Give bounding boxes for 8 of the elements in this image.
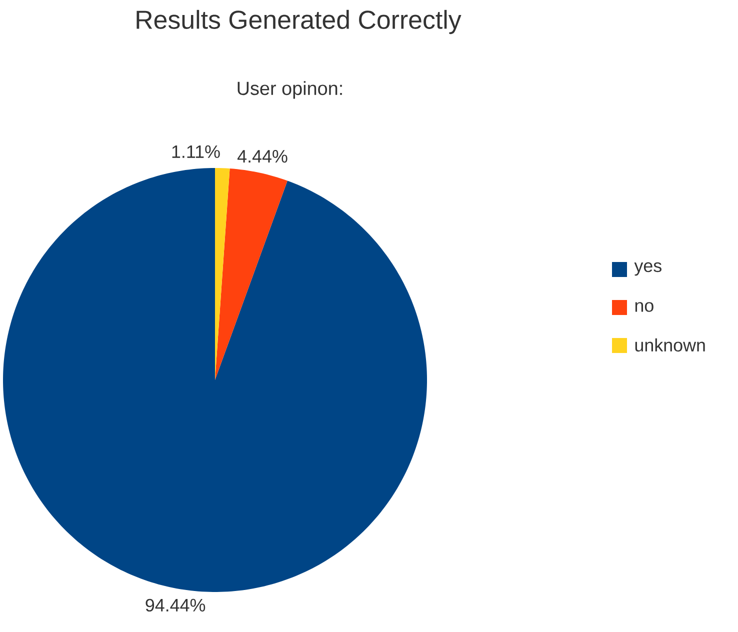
data-label: 1.11% bbox=[172, 145, 220, 158]
data-label: 4.44% bbox=[237, 150, 288, 163]
legend-label: yes bbox=[634, 262, 662, 276]
chart-subtitle: User opinon: bbox=[238, 81, 342, 99]
legend-label: no bbox=[635, 302, 654, 312]
legend-label: unknown bbox=[635, 338, 705, 352]
chart-title: Results Generated Correctly bbox=[136, 10, 462, 34]
data-label: 94.44% bbox=[146, 598, 206, 612]
